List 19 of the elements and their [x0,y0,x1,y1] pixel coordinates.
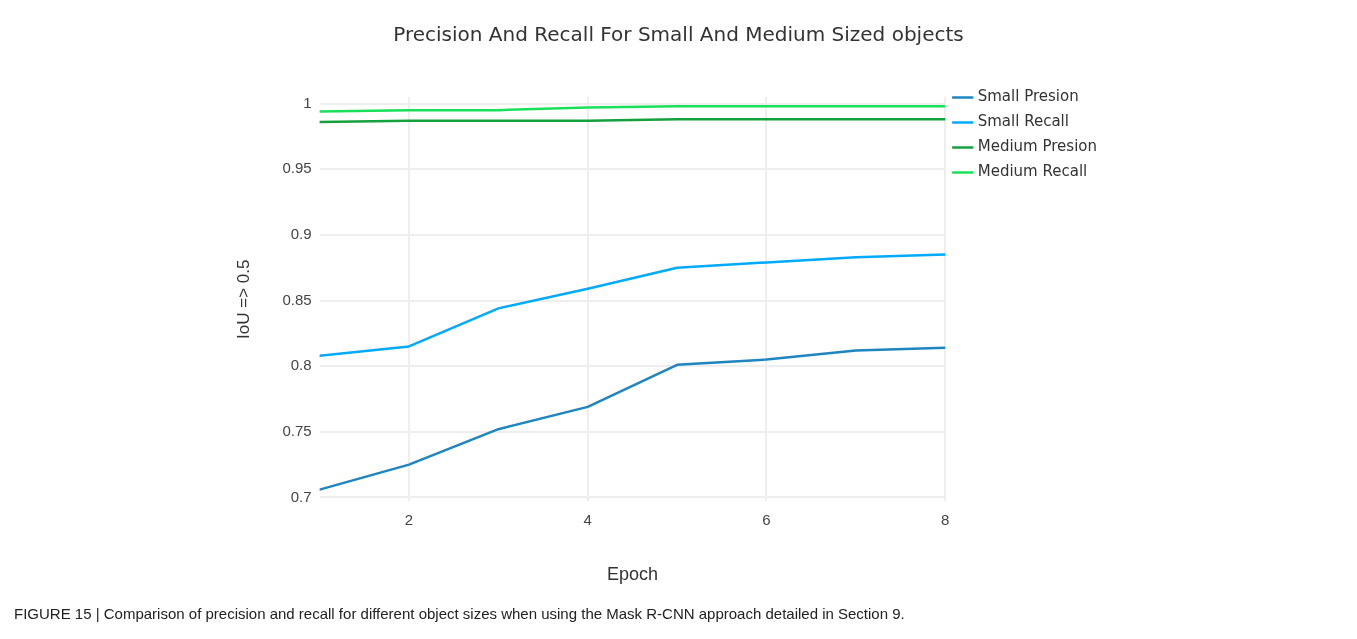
y-tick-label: 0.8 [290,356,312,374]
legend-label: Small Recall [977,112,1069,131]
caption: FIGURE 15 | Comparison of precision and recall for different object sizes when using the Mask R-CNN approach detailed in Section 9. [14,605,905,622]
y-tick-label: 0.95 [282,159,312,177]
x-axis-title: Epoch [606,564,658,585]
y-tick-label: 0.7 [290,487,312,505]
x-tick-label: 2 [404,510,414,528]
x-tick-label: 8 [941,510,950,528]
legend-label: Medium Recall [977,162,1088,181]
legend-label: Medium Presion [977,137,1098,156]
y-tick-label: 0.75 [282,421,312,439]
y-tick-label: 0.85 [282,290,312,308]
y-tick-label: 1 [303,93,312,111]
x-tick-label: 6 [762,510,771,528]
legend-label: Small Presion [977,87,1079,106]
y-tick-label: 0.9 [290,225,312,242]
y-axis-title: IoU => 0.5 [233,259,253,339]
x-tick-label: 4 [583,510,592,528]
chart-title: Precision And Recall For Small And Medium Sized objects [392,22,965,46]
